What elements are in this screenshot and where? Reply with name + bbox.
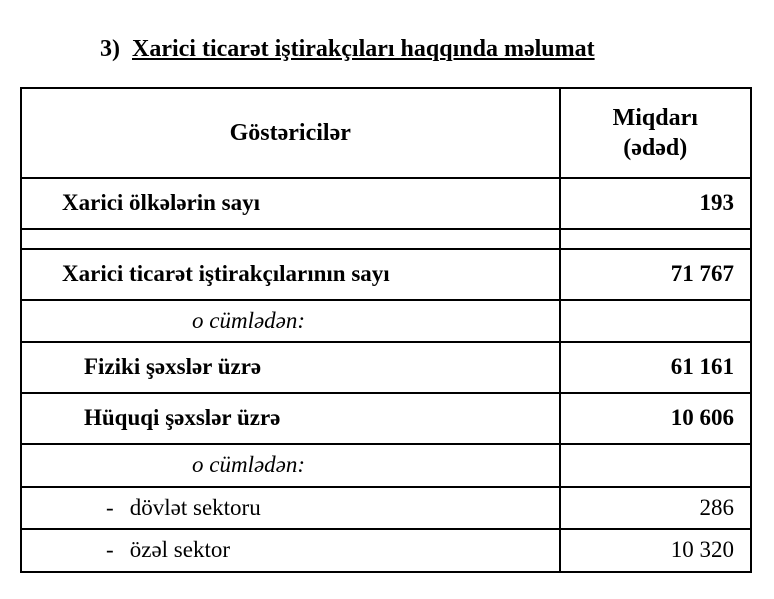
row-label-text: özəl sektor [130,537,230,562]
row-label-text: dövlət sektoru [130,495,261,520]
section-heading: 3) Xarici ticarət iştirakçıları haqqında… [100,36,754,63]
row-value: 10 320 [560,529,752,572]
data-table: Göstəricilər Miqdarı (ədəd) Xarici ölkəl… [20,87,752,573]
table-row: - özəl sektor 10 320 [21,529,751,572]
row-value: 61 161 [560,342,752,393]
spacer-row [21,229,751,249]
spacer-cell [560,229,752,249]
table-row: Hüquqi şəxslər üzrə 10 606 [21,393,751,444]
table-row: Fiziki şəxslər üzrə 61 161 [21,342,751,393]
row-label: Xarici ticarət iştirakçılarının sayı [21,249,560,300]
header-quantity-line2: (ədəd) [623,135,687,161]
header-quantity: Miqdarı (ədəd) [560,88,752,178]
table-row: Xarici ölkələrin sayı 193 [21,178,751,229]
row-label: Fiziki şəxslər üzrə [21,342,560,393]
row-label: Hüquqi şəxslər üzrə [21,393,560,444]
row-value-empty [560,300,752,343]
dash-icon: - [106,536,124,565]
row-sublabel: o cümlədən: [21,444,560,487]
heading-number: 3) [100,36,120,63]
row-value: 71 767 [560,249,752,300]
row-label: - özəl sektor [21,529,560,572]
dash-icon: - [106,494,124,523]
row-label: Xarici ölkələrin sayı [21,178,560,229]
header-indicators: Göstəricilər [21,88,560,178]
row-value: 193 [560,178,752,229]
spacer-cell [21,229,560,249]
row-sublabel: o cümlədən: [21,300,560,343]
table-row: o cümlədən: [21,444,751,487]
row-value: 10 606 [560,393,752,444]
table-row: o cümlədən: [21,300,751,343]
table-header-row: Göstəricilər Miqdarı (ədəd) [21,88,751,178]
row-value-empty [560,444,752,487]
row-label: - dövlət sektoru [21,487,560,530]
header-quantity-line1: Miqdarı [613,105,698,131]
heading-title: Xarici ticarət iştirakçıları haqqında mə… [132,36,595,62]
table-row: Xarici ticarət iştirakçılarının sayı 71 … [21,249,751,300]
row-value: 286 [560,487,752,530]
table-row: - dövlət sektoru 286 [21,487,751,530]
